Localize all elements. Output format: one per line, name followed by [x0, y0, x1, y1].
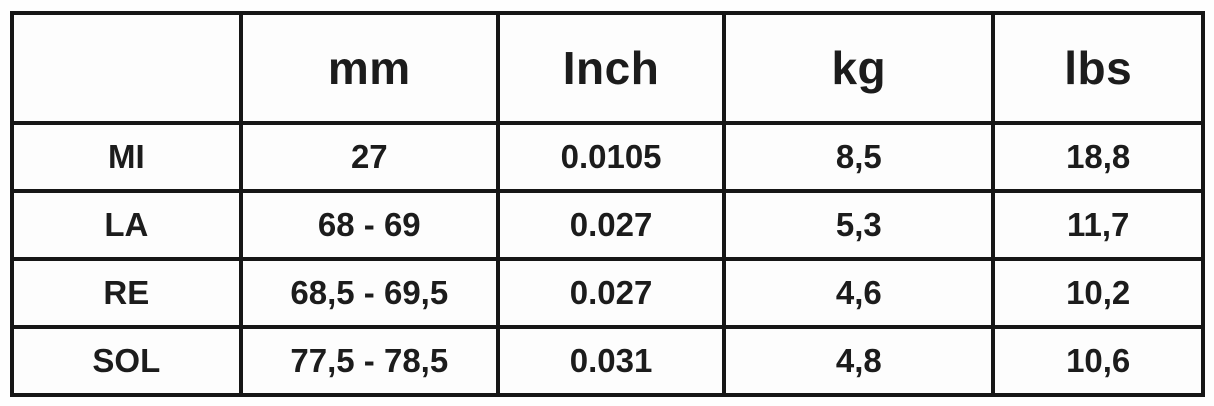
header-cell-lbs: lbs: [991, 11, 1205, 125]
inch-cell: 0.031: [495, 325, 727, 397]
header-cell-kg: kg: [722, 11, 996, 125]
mm-cell: 68,5 - 69,5: [238, 257, 500, 329]
mm-cell: 27: [238, 121, 500, 193]
table-header-row: mm Inch kg lbs: [10, 11, 1205, 125]
inch-cell: 0.0105: [495, 121, 727, 193]
row-label-cell: MI: [10, 121, 243, 193]
table-row-re: RE 68,5 - 69,5 0.027 4,6 10,2: [10, 257, 1205, 329]
mm-cell: 77,5 - 78,5: [238, 325, 500, 397]
header-cell-inch: Inch: [495, 11, 727, 125]
lbs-cell: 18,8: [991, 121, 1205, 193]
lbs-cell: 10,2: [991, 257, 1205, 329]
table-row-la: LA 68 - 69 0.027 5,3 11,7: [10, 189, 1205, 261]
row-label-cell: LA: [10, 189, 243, 261]
row-label-cell: RE: [10, 257, 243, 329]
row-label-cell: SOL: [10, 325, 243, 397]
header-cell-blank: [10, 11, 243, 125]
table-row-mi: MI 27 0.0105 8,5 18,8: [10, 121, 1205, 193]
mm-cell: 68 - 69: [238, 189, 500, 261]
header-cell-mm: mm: [238, 11, 500, 125]
table-row-sol: SOL 77,5 - 78,5 0.031 4,8 10,6: [10, 325, 1205, 397]
inch-cell: 0.027: [495, 189, 727, 261]
string-spec-table: mm Inch kg lbs MI 27 0.0105 8,5 18,8 LA …: [10, 11, 1205, 397]
lbs-cell: 11,7: [991, 189, 1205, 261]
kg-cell: 4,6: [722, 257, 996, 329]
lbs-cell: 10,6: [991, 325, 1205, 397]
kg-cell: 8,5: [722, 121, 996, 193]
kg-cell: 5,3: [722, 189, 996, 261]
inch-cell: 0.027: [495, 257, 727, 329]
kg-cell: 4,8: [722, 325, 996, 397]
